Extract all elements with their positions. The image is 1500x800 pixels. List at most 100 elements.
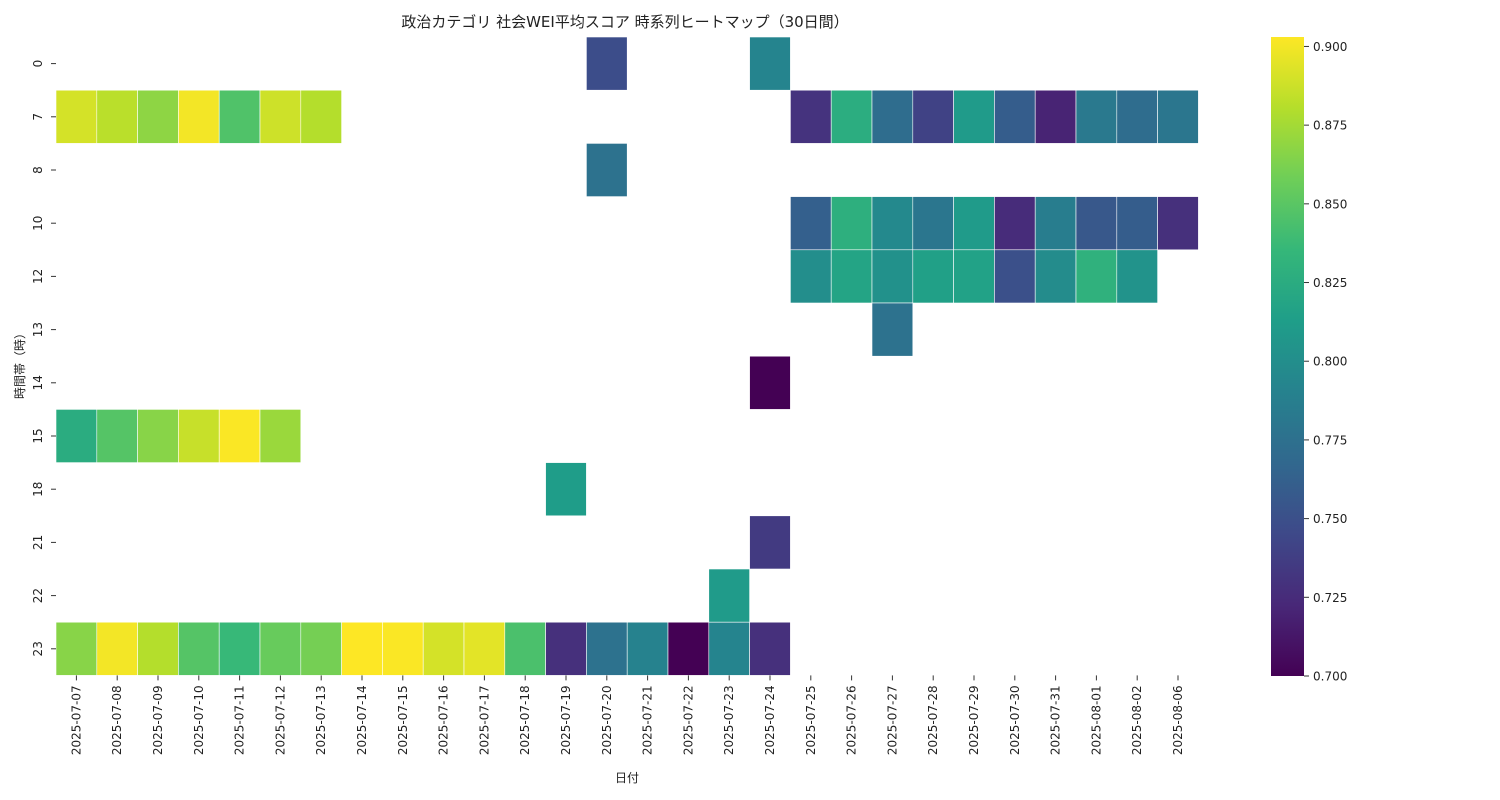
colorbar-tick-label: 0.725 [1313, 591, 1347, 605]
heatmap-cell [300, 621, 342, 676]
heatmap-cell [300, 89, 342, 144]
x-tick-label: 2025-07-20 [600, 685, 614, 755]
x-axis-label: 日付 [615, 771, 639, 785]
heatmap-cell [830, 249, 873, 304]
heatmap-cell [259, 409, 302, 463]
heatmap-cell [218, 89, 261, 144]
x-tick-label: 2025-07-28 [926, 685, 940, 755]
heatmap-cell [504, 621, 546, 676]
heatmap-cell [96, 409, 138, 463]
x-tick-label: 2025-07-31 [1049, 685, 1063, 755]
y-tick-label: 10 [31, 216, 45, 231]
y-tick-label: 22 [31, 588, 45, 603]
heatmap-cell [708, 568, 750, 623]
colorbar-tick-label: 0.700 [1313, 670, 1347, 684]
x-tick-label: 2025-07-15 [396, 685, 410, 755]
y-tick-label: 0 [31, 60, 45, 68]
x-tick-label: 2025-07-16 [437, 685, 451, 755]
heatmap-cell [1116, 89, 1158, 144]
heatmap-cell [341, 621, 383, 676]
y-tick-label: 15 [31, 428, 45, 443]
heatmap-cell [463, 621, 506, 676]
heatmap-cell [830, 89, 873, 144]
heatmap-cell [178, 621, 220, 676]
heatmap-cell [912, 89, 954, 144]
x-tick-label: 2025-08-01 [1089, 685, 1103, 755]
heatmap-cell [994, 249, 1036, 304]
x-tick-label: 2025-07-14 [355, 685, 369, 755]
heatmap-cell [953, 196, 995, 251]
heatmap-cell [953, 249, 995, 304]
colorbar-ticks: 0.700 0.725 0.750 0.775 0.800 0.825 0.850 0.875… [1304, 40, 1347, 684]
x-tick-label: 2025-07-19 [559, 685, 573, 755]
heatmap-cell [994, 196, 1036, 251]
heatmap-cell [749, 621, 791, 676]
y-tick-label: 21 [31, 535, 45, 550]
heatmap-cell [96, 89, 138, 144]
heatmap-cell [667, 621, 710, 676]
heatmap-cell [259, 89, 302, 144]
heatmap-cell [749, 355, 791, 410]
heatmap-cell [586, 143, 628, 197]
heatmap-cell [953, 89, 995, 144]
y-axis-ticks: 0 7 8 10 12 13 14 15 18 21 22 23 [31, 60, 56, 656]
heatmap-cell [830, 196, 873, 251]
x-tick-label: 2025-07-22 [681, 685, 695, 755]
x-tick-label: 2025-07-11 [233, 685, 247, 755]
colorbar-tick-label: 0.825 [1313, 276, 1347, 290]
heatmap-cell [708, 621, 750, 676]
heatmap-cell [994, 89, 1036, 144]
heatmap-cell [545, 621, 587, 676]
y-tick-label: 7 [31, 113, 45, 121]
x-tick-label: 2025-07-29 [967, 685, 981, 755]
x-tick-label: 2025-07-27 [885, 685, 899, 755]
heatmap-cell [1034, 249, 1077, 304]
x-tick-label: 2025-07-13 [314, 685, 328, 755]
heatmap-cell [586, 621, 628, 676]
heatmap-cell [1034, 89, 1077, 144]
heatmap-cell [790, 89, 832, 144]
x-axis-ticks: 2025-07-07 2025-07-08 2025-07-09 2025-07-10… [69, 675, 1185, 755]
x-tick-label: 2025-07-10 [192, 685, 206, 755]
x-tick-label: 2025-07-23 [722, 685, 736, 755]
heatmap-cell [218, 621, 261, 676]
heatmap-cell [178, 89, 220, 144]
x-tick-label: 2025-07-30 [1008, 685, 1022, 755]
heatmap-cell [790, 196, 832, 251]
x-tick-label: 2025-07-18 [518, 685, 532, 755]
heatmap-cell [749, 515, 791, 570]
heatmap-cell [545, 462, 587, 517]
heatmap-cell [1034, 196, 1077, 251]
heatmap-cell [218, 409, 261, 463]
heatmap-cell [1157, 89, 1199, 144]
heatmap-cell [1157, 196, 1199, 251]
x-tick-label: 2025-08-02 [1130, 685, 1144, 755]
y-tick-label: 14 [31, 375, 45, 390]
y-tick-label: 18 [31, 482, 45, 497]
y-tick-label: 8 [31, 166, 45, 174]
heatmap-cell [422, 621, 465, 676]
chart-title: 政治カテゴリ 社会WEI平均スコア 時系列ヒートマップ（30日間） [401, 13, 848, 31]
colorbar-tick-label: 0.800 [1313, 355, 1347, 369]
heatmap-cells [55, 36, 1199, 676]
x-tick-label: 2025-07-25 [804, 685, 818, 755]
heatmap-cell [871, 302, 914, 357]
heatmap-cell [137, 409, 179, 463]
colorbar-tick-label: 0.900 [1313, 40, 1347, 54]
heatmap-cell [382, 621, 424, 676]
heatmap-cell [259, 621, 302, 676]
heatmap-cell [1075, 249, 1118, 304]
x-tick-label: 2025-07-07 [69, 685, 83, 755]
heatmap-cell [626, 621, 669, 676]
heatmap-cell [137, 89, 179, 144]
heatmap-cell [55, 89, 98, 144]
colorbar-tick-label: 0.750 [1313, 512, 1347, 526]
heatmap-cell [137, 621, 179, 676]
heatmap-cell [912, 196, 954, 251]
x-tick-label: 2025-07-24 [763, 685, 777, 755]
heatmap-cell [178, 409, 220, 463]
y-tick-label: 12 [31, 269, 45, 284]
colorbar [1271, 37, 1304, 676]
x-tick-label: 2025-07-08 [110, 685, 124, 755]
